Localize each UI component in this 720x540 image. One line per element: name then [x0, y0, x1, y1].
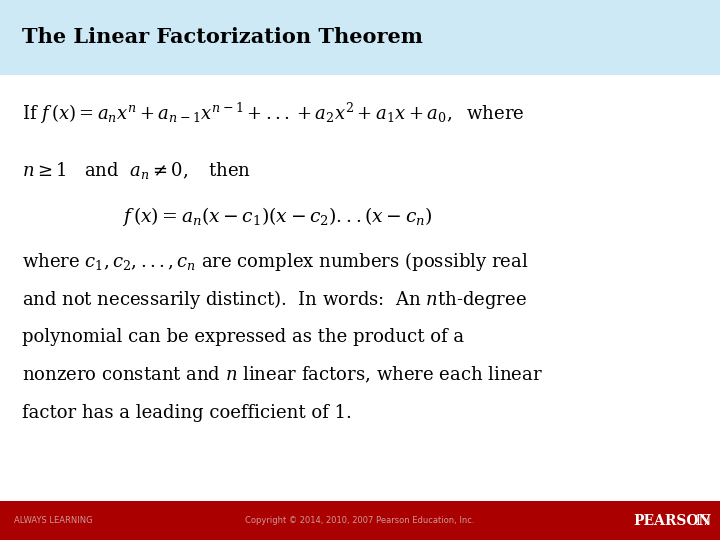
FancyBboxPatch shape	[0, 501, 720, 540]
Text: If $f\,(x) = a_n x^n + a_{n-1}x^{n-1} + ... + a_2 x^2 + a_1 x + a_0,$  where: If $f\,(x) = a_n x^n + a_{n-1}x^{n-1} + …	[22, 101, 524, 126]
Text: factor has a leading coefficient of 1.: factor has a leading coefficient of 1.	[22, 404, 351, 422]
Text: 17: 17	[693, 514, 711, 528]
Text: $f\,(x) = a_n(x - c_1)(x - c_2)...(x - c_n)$: $f\,(x) = a_n(x - c_1)(x - c_2)...(x - c…	[122, 205, 433, 227]
Text: nonzero constant and $n$ linear factors, where each linear: nonzero constant and $n$ linear factors,…	[22, 365, 542, 386]
Text: polynomial can be expressed as the product of a: polynomial can be expressed as the produ…	[22, 328, 464, 347]
Text: PEARSON: PEARSON	[634, 514, 712, 528]
Text: The Linear Factorization Theorem: The Linear Factorization Theorem	[22, 27, 423, 48]
Text: ALWAYS LEARNING: ALWAYS LEARNING	[14, 516, 93, 525]
FancyBboxPatch shape	[0, 0, 720, 75]
Text: $n \geq 1$   and  $a_n \neq 0,$   then: $n \geq 1$ and $a_n \neq 0,$ then	[22, 160, 251, 180]
Text: Copyright © 2014, 2010, 2007 Pearson Education, Inc.: Copyright © 2014, 2010, 2007 Pearson Edu…	[246, 516, 474, 525]
Text: where $c_1, c_2, ..., c_n$ are complex numbers (possibly real: where $c_1, c_2, ..., c_n$ are complex n…	[22, 251, 528, 273]
Text: and not necessarily distinct).  In words:  An $n$th-degree: and not necessarily distinct). In words:…	[22, 288, 526, 311]
